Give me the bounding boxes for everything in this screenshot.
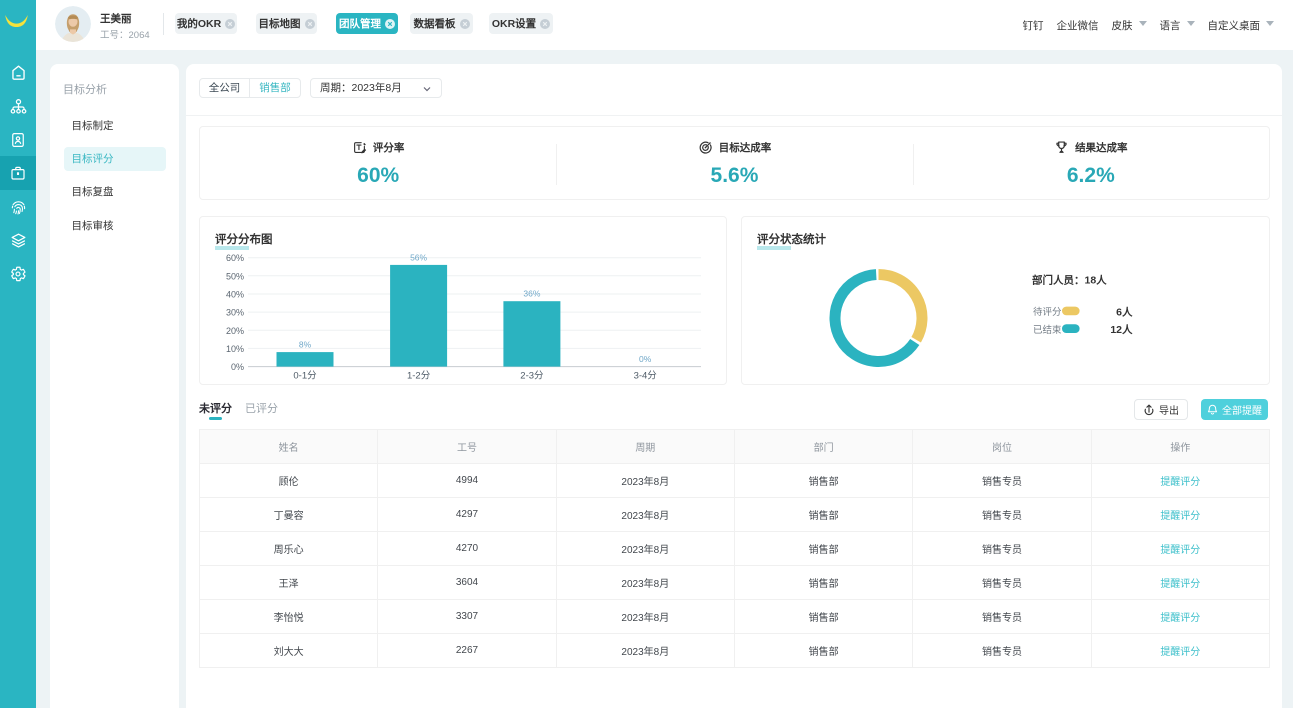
svg-text:1-2分: 1-2分 (407, 371, 431, 382)
svg-text:56%: 56% (410, 252, 427, 262)
svg-text:60%: 60% (226, 253, 244, 263)
svg-text:40%: 40% (226, 290, 244, 300)
svg-text:36%: 36% (523, 289, 540, 299)
svg-text:6人: 6人 (1116, 305, 1133, 318)
svg-text:10%: 10% (226, 344, 244, 354)
svg-text:20%: 20% (226, 326, 244, 336)
svg-text:部门人员：18人: 部门人员：18人 (1032, 274, 1107, 287)
svg-text:8%: 8% (299, 340, 312, 350)
svg-text:2-3分: 2-3分 (520, 371, 544, 382)
svg-text:0%: 0% (639, 354, 652, 364)
svg-text:50%: 50% (226, 271, 244, 281)
svg-text:已结束: 已结束 (1033, 324, 1062, 336)
svg-text:待评分: 待评分 (1033, 306, 1062, 318)
svg-text:0-1分: 0-1分 (293, 371, 317, 382)
svg-text:12人: 12人 (1110, 323, 1133, 336)
svg-text:0%: 0% (231, 362, 244, 372)
svg-text:3-4分: 3-4分 (634, 371, 658, 382)
svg-text:30%: 30% (226, 308, 244, 318)
